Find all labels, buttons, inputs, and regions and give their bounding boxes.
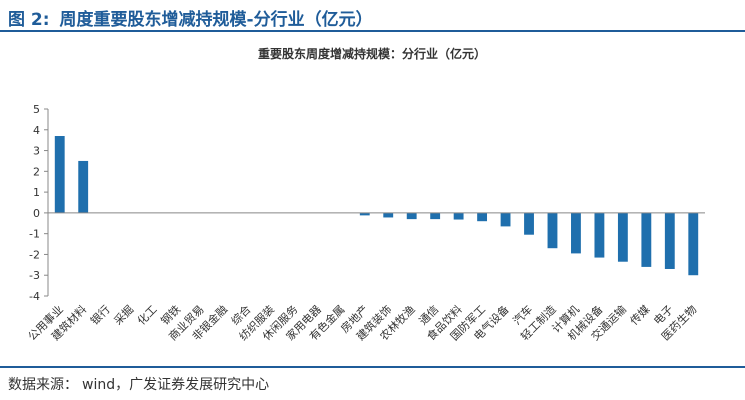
y-tick-label: -3 (29, 269, 40, 282)
x-tick-label: 采掘 (111, 302, 136, 327)
figure-footer: 数据来源： wind，广发证券发展研究中心 (0, 366, 745, 400)
x-tick-label: 银行 (87, 302, 112, 327)
bar (688, 212, 699, 276)
bar (383, 212, 394, 218)
bar (617, 212, 628, 262)
bar (78, 160, 89, 213)
data-source-label: 数据来源： (8, 377, 78, 393)
bar (54, 136, 65, 213)
y-tick-label: 5 (33, 103, 40, 116)
bar (547, 212, 558, 249)
bar (359, 212, 370, 216)
figure-header: 图 2: 周度重要股东增减持规模-分行业（亿元） (0, 0, 745, 32)
bar (406, 212, 417, 220)
bar (430, 212, 441, 220)
figure-caption-text: 周度重要股东增减持规模-分行业（亿元） (59, 10, 373, 30)
bar (664, 212, 675, 269)
chart-title: 重要股东周度增减持规模：分行业（亿元） (258, 46, 486, 61)
y-tick-label: 2 (33, 165, 40, 178)
y-tick-label: -1 (29, 228, 40, 241)
bar (477, 212, 488, 222)
data-source: 数据来源： wind，广发证券发展研究中心 (8, 374, 273, 394)
bar (453, 212, 464, 220)
bar (500, 212, 511, 227)
figure-number: 图 2: (8, 10, 50, 30)
plot-area: -4-3-2-1012345公用事业建筑材料银行采掘化工钢铁商业贸易非银金融综合… (26, 103, 705, 343)
y-tick-label: 4 (33, 124, 40, 137)
x-tick-label: 化工 (134, 302, 159, 327)
y-tick-label: -2 (29, 248, 40, 261)
bar (594, 212, 605, 258)
y-tick-label: 0 (33, 207, 40, 220)
industry-bar-chart: 重要股东周度增减持规模：分行业（亿元） -4-3-2-1012345公用事业建筑… (26, 46, 705, 343)
x-tick-label: 传媒 (628, 303, 653, 328)
bar (641, 212, 652, 267)
bar (524, 212, 534, 235)
bar (571, 212, 581, 254)
figure-caption: 图 2: 周度重要股东增减持规模-分行业（亿元） (8, 5, 383, 30)
data-source-text: wind，广发证券发展研究中心 (82, 377, 270, 393)
y-tick-label: -4 (29, 290, 40, 303)
y-tick-label: 1 (33, 186, 40, 199)
y-tick-label: 3 (33, 145, 40, 158)
